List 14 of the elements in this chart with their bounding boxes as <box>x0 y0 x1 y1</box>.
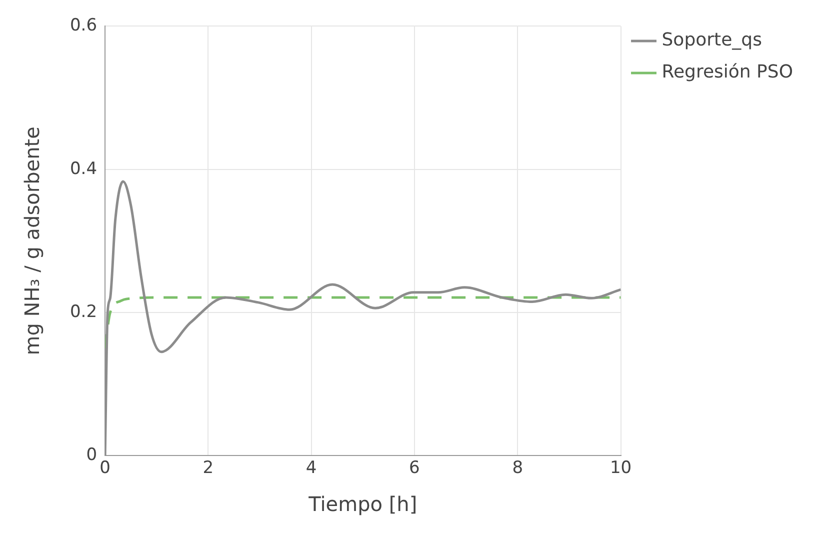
y-axis-title: mg NH₃ / g adsorbente <box>20 126 44 356</box>
y-tick-label: 0.2 <box>70 302 98 322</box>
x-tick-label: 8 <box>512 458 524 478</box>
x-tick-label: 2 <box>202 458 214 478</box>
x-axis-title: Tiempo [h] <box>308 492 418 516</box>
x-tick-label: 0 <box>100 458 110 478</box>
x-tick-label: 10 <box>610 458 632 478</box>
x-tick-label: 6 <box>409 458 420 478</box>
y-tick-label: 0.4 <box>70 158 98 179</box>
y-tick-label: 0 <box>86 445 98 466</box>
legend-label: Regresión PSO <box>662 62 794 83</box>
legend-label: Soporte_qs <box>662 30 762 51</box>
y-tick-label: 0.6 <box>70 16 98 36</box>
x-tick-label: 4 <box>306 458 317 478</box>
